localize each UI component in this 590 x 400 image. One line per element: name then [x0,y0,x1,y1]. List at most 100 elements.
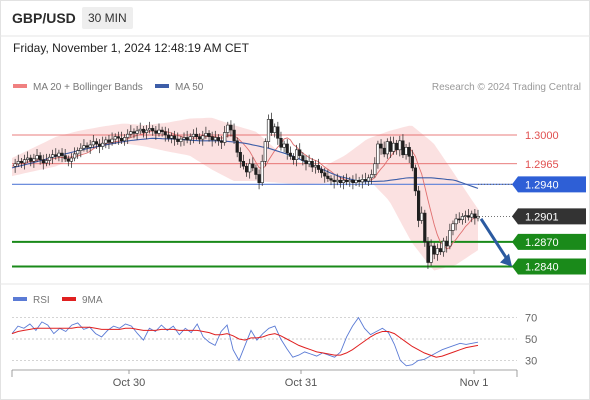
candle-body [251,163,255,169]
candle-body [194,133,199,137]
candle-body [435,248,439,255]
candle-body [119,138,124,142]
time-axis: Oct 30 Oct 31 Nov 1 [11,369,518,389]
candle-body [163,131,167,136]
x-tick-label: Nov 1 [460,377,489,389]
candle-body [338,179,343,183]
candle-body [151,128,155,132]
candle-body [254,167,258,175]
candle-body [129,131,133,135]
candles [13,112,480,270]
price-levels [12,134,517,268]
candle-body [348,179,352,183]
candle-body [238,152,242,162]
candle-body [429,245,433,263]
candle-body [110,138,114,143]
candle-body [323,172,327,177]
legend-swatch-rsi [13,297,27,301]
level-tag-1.2940 [512,176,586,193]
candle-body [319,169,324,174]
candle-body [166,134,171,139]
candle-body [191,133,196,137]
candle-body [25,157,30,160]
candle-body [379,143,383,149]
candle-body [245,165,249,173]
candle-body [388,141,393,152]
candle-body [54,154,58,157]
candle-body [241,161,246,167]
candle-body [157,129,161,134]
candle-body [88,144,92,148]
candle-body [310,161,314,168]
candle-body [288,152,292,157]
candle-body [279,138,283,148]
candle-body [63,155,67,160]
candle-body [404,147,408,156]
candle-body [438,248,443,253]
legend-rsi-label: RSI [33,295,50,306]
candle-body [32,158,36,162]
candle-body [116,136,120,139]
candle-body [298,149,302,156]
candle-body [66,158,70,162]
candle-body [235,140,239,153]
candle-body [335,179,339,183]
candle-body [76,150,80,155]
candle-body [473,213,477,219]
rsi-tick-30: 30 [525,355,537,367]
candle-body [47,156,52,161]
candle-body [29,157,33,162]
legend-swatch-9ma [62,297,76,301]
x-tick-label: Oct 30 [113,377,145,389]
copyright-text: Research © 2024 Trading Central [432,82,581,93]
candle-body [248,163,252,173]
candle-body [204,133,208,137]
candle-body [216,137,221,142]
rsi-ma-line [11,326,479,358]
level-label-1.2965: 1.2965 [525,159,559,171]
candle-body [169,135,174,139]
candle-body [210,136,214,141]
candle-body [213,137,217,141]
candle-body [85,145,89,148]
bollinger-band-fill [12,117,478,271]
candle-body [176,138,180,142]
candle-body [454,218,458,225]
candle-body [94,141,98,145]
candle-body [91,141,95,146]
candle-body [98,143,102,147]
candle-body [460,216,465,220]
candle-body [285,143,289,154]
candle-body [407,147,411,157]
candle-body [60,152,64,156]
candle-body [135,130,139,134]
candle-body [16,161,20,165]
candle-body [263,141,267,162]
candle-body [291,156,296,160]
candle-body [188,136,192,141]
candle-body [182,137,186,140]
candle-body [398,140,402,151]
candle-body [144,129,149,133]
candle-body [463,215,468,217]
timeframe-badge[interactable]: 30 MIN [82,7,133,29]
candle-body [416,190,421,221]
candle-body [354,179,358,183]
ma50-line [11,137,479,189]
candle-body [19,161,24,164]
candle-body [82,145,86,149]
rsi-panel: 70 50 30 [11,313,537,367]
candle-body [13,163,17,167]
candle-body [294,149,299,161]
arrow-shaft [479,218,510,262]
arrow-head [500,253,512,267]
candle-body [219,140,224,143]
level-tag-1.2870 [512,233,586,250]
candle-body [410,156,414,169]
projection-arrow [479,218,512,267]
candle-body [382,147,386,155]
candle-body [226,124,230,133]
legend-swatch-ma20 [13,84,27,88]
candle-body [126,133,130,138]
